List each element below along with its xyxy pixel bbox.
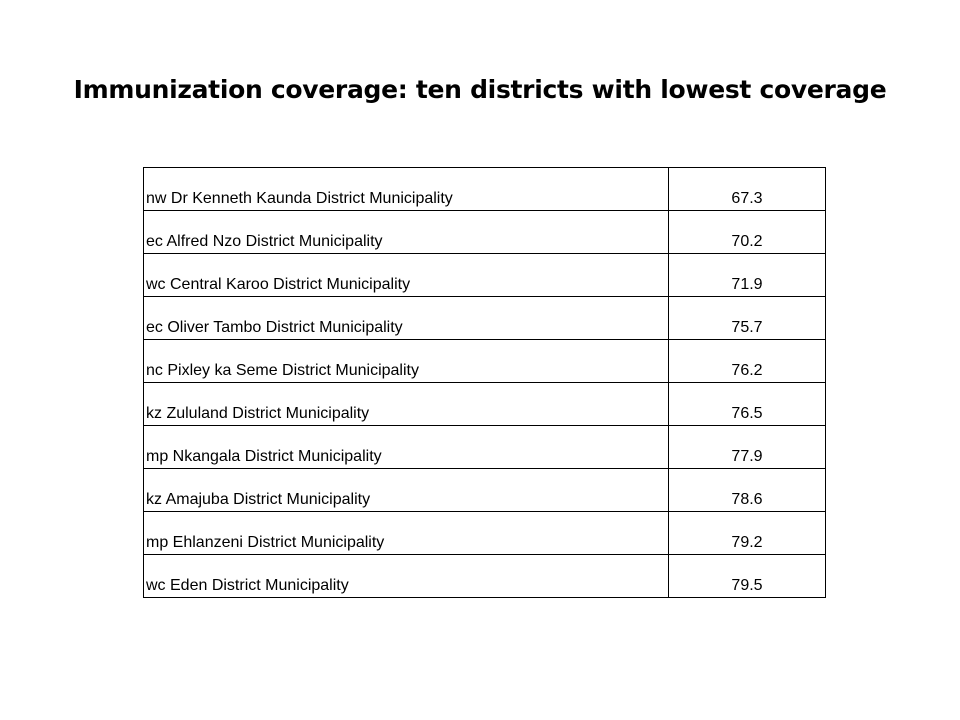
- table-row: wc Central Karoo District Municipality 7…: [143, 253, 826, 297]
- district-name-cell: wc Eden District Municipality: [143, 554, 669, 598]
- coverage-value-cell: 79.5: [668, 554, 826, 598]
- table-row: mp Ehlanzeni District Municipality 79.2: [143, 511, 826, 555]
- district-name-cell: mp Nkangala District Municipality: [143, 425, 669, 469]
- table-row: ec Alfred Nzo District Municipality 70.2: [143, 210, 826, 254]
- district-name-cell: kz Zululand District Municipality: [143, 382, 669, 426]
- district-name-cell: nw Dr Kenneth Kaunda District Municipali…: [143, 167, 669, 211]
- coverage-value-cell: 78.6: [668, 468, 826, 512]
- coverage-table: nw Dr Kenneth Kaunda District Municipali…: [143, 167, 826, 598]
- coverage-value-cell: 75.7: [668, 296, 826, 340]
- table-row: mp Nkangala District Municipality 77.9: [143, 425, 826, 469]
- table-row: nw Dr Kenneth Kaunda District Municipali…: [143, 167, 826, 211]
- table-row: ec Oliver Tambo District Municipality 75…: [143, 296, 826, 340]
- slide-title: Immunization coverage: ten districts wit…: [73, 75, 887, 104]
- coverage-value-cell: 77.9: [668, 425, 826, 469]
- district-name-cell: mp Ehlanzeni District Municipality: [143, 511, 669, 555]
- coverage-value-cell: 79.2: [668, 511, 826, 555]
- table-row: nc Pixley ka Seme District Municipality …: [143, 339, 826, 383]
- district-name-cell: nc Pixley ka Seme District Municipality: [143, 339, 669, 383]
- district-name-cell: ec Oliver Tambo District Municipality: [143, 296, 669, 340]
- coverage-value-cell: 71.9: [668, 253, 826, 297]
- district-name-cell: kz Amajuba District Municipality: [143, 468, 669, 512]
- coverage-value-cell: 67.3: [668, 167, 826, 211]
- table-row: wc Eden District Municipality 79.5: [143, 554, 826, 598]
- table-row: kz Amajuba District Municipality 78.6: [143, 468, 826, 512]
- coverage-value-cell: 76.2: [668, 339, 826, 383]
- district-name-cell: ec Alfred Nzo District Municipality: [143, 210, 669, 254]
- table-row: kz Zululand District Municipality 76.5: [143, 382, 826, 426]
- coverage-value-cell: 70.2: [668, 210, 826, 254]
- district-name-cell: wc Central Karoo District Municipality: [143, 253, 669, 297]
- coverage-value-cell: 76.5: [668, 382, 826, 426]
